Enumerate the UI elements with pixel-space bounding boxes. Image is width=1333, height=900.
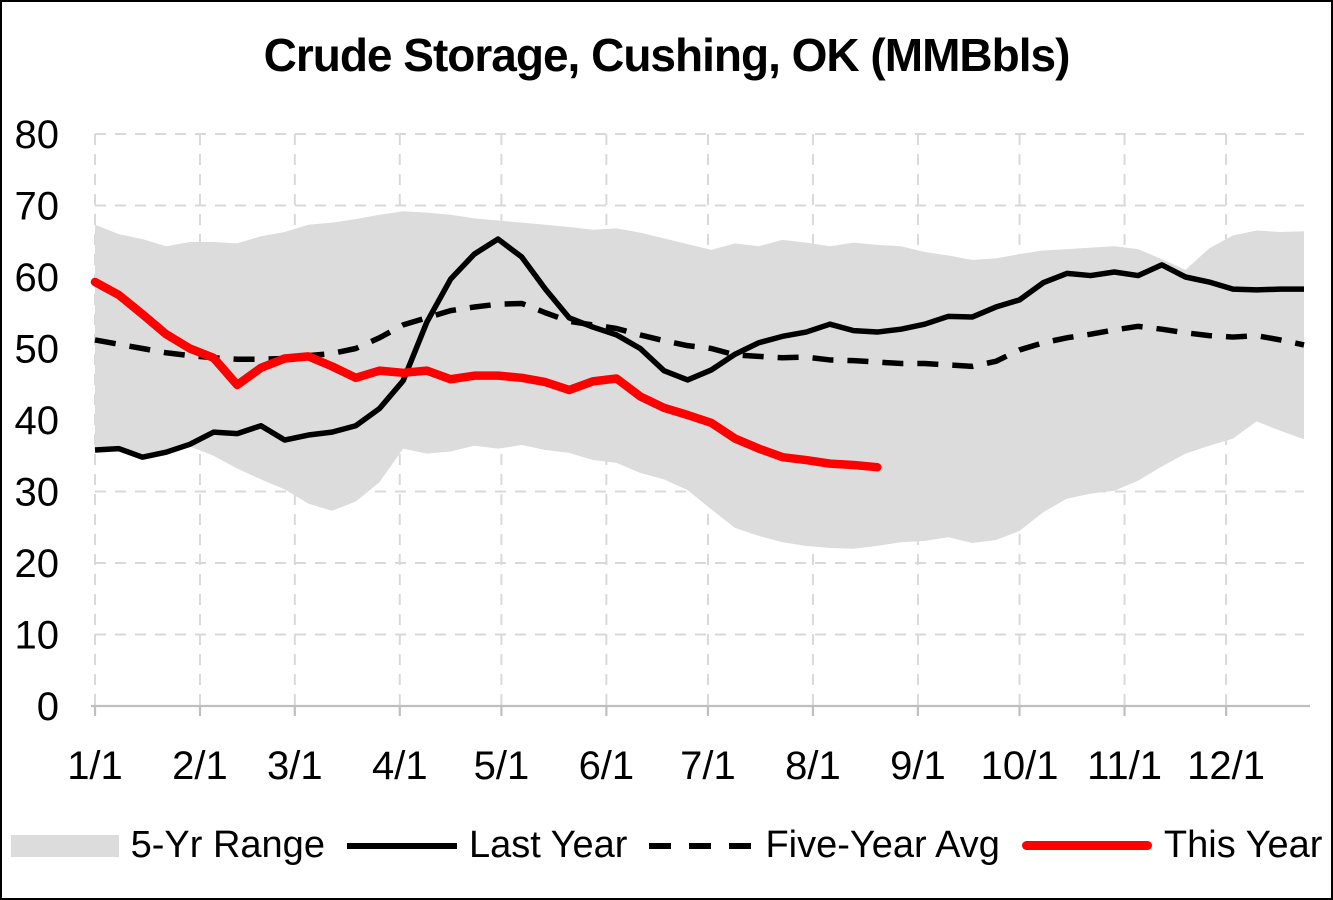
line-last-year — [94, 236, 1304, 460]
legend-label-last-year: Last Year — [468, 824, 628, 866]
y-tick-label: 50 — [15, 328, 60, 372]
dashed-line-swatch-icon — [649, 842, 754, 849]
legend-item-5yr-range: 5-Yr Range — [10, 824, 325, 867]
legend-item-this-year: This Year — [1021, 824, 1323, 867]
legend-item-five-year-avg: Five-Year Avg — [649, 824, 1000, 867]
x-tick-label: 11/1 — [1087, 744, 1162, 788]
line-this-year — [90, 277, 882, 472]
y-tick-label: 40 — [15, 399, 60, 443]
x-tick-label: 4/1 — [372, 744, 428, 788]
y-tick-label: 10 — [15, 614, 60, 658]
chart-title: Crude Storage, Cushing, OK (MMBbls) — [263, 29, 1071, 81]
y-tick-label: 60 — [15, 256, 60, 300]
x-tick-label: 12/1 — [1187, 744, 1265, 788]
legend-label-five-year-avg: Five-Year Avg — [765, 824, 1000, 866]
x-tick-label: 7/1 — [680, 744, 736, 788]
x-tick-label: 3/1 — [267, 744, 323, 788]
solid-line-swatch-icon — [346, 842, 457, 849]
red-line-swatch-icon — [1021, 841, 1152, 850]
x-tick-label: 10/1 — [981, 744, 1059, 788]
line-five-year-avg — [94, 300, 1305, 370]
legend: 5-Yr Range Last Year Five-Year Avg This … — [2, 824, 1331, 867]
y-tick-label: 80 — [15, 113, 60, 157]
y-tick-label: 30 — [15, 471, 60, 515]
y-tick-label: 0 — [37, 685, 59, 729]
y-tick-label: 70 — [15, 185, 60, 229]
x-tick-label: 8/1 — [785, 744, 841, 788]
y-tick-label: 20 — [15, 542, 60, 586]
y-axis-labels: 0 10 20 30 40 50 60 70 80 — [15, 113, 60, 729]
x-tick-label: 5/1 — [474, 744, 530, 788]
x-axis — [91, 704, 1310, 716]
x-tick-label: 6/1 — [579, 744, 635, 788]
x-tick-label: 1/1 — [67, 744, 123, 788]
band-swatch-icon — [10, 834, 119, 857]
x-axis-labels: 1/1 2/1 3/1 4/1 5/1 6/1 7/1 8/1 9/1 10/1 11/1 12/1 — [67, 744, 1265, 788]
band-5yr-range — [95, 211, 1304, 549]
legend-label-this-year: This Year — [1163, 824, 1323, 866]
x-tick-label: 9/1 — [890, 744, 946, 788]
x-tick-label: 2/1 — [172, 744, 228, 788]
legend-label-5yr-range: 5-Yr Range — [130, 824, 325, 866]
legend-item-last-year: Last Year — [346, 824, 628, 867]
